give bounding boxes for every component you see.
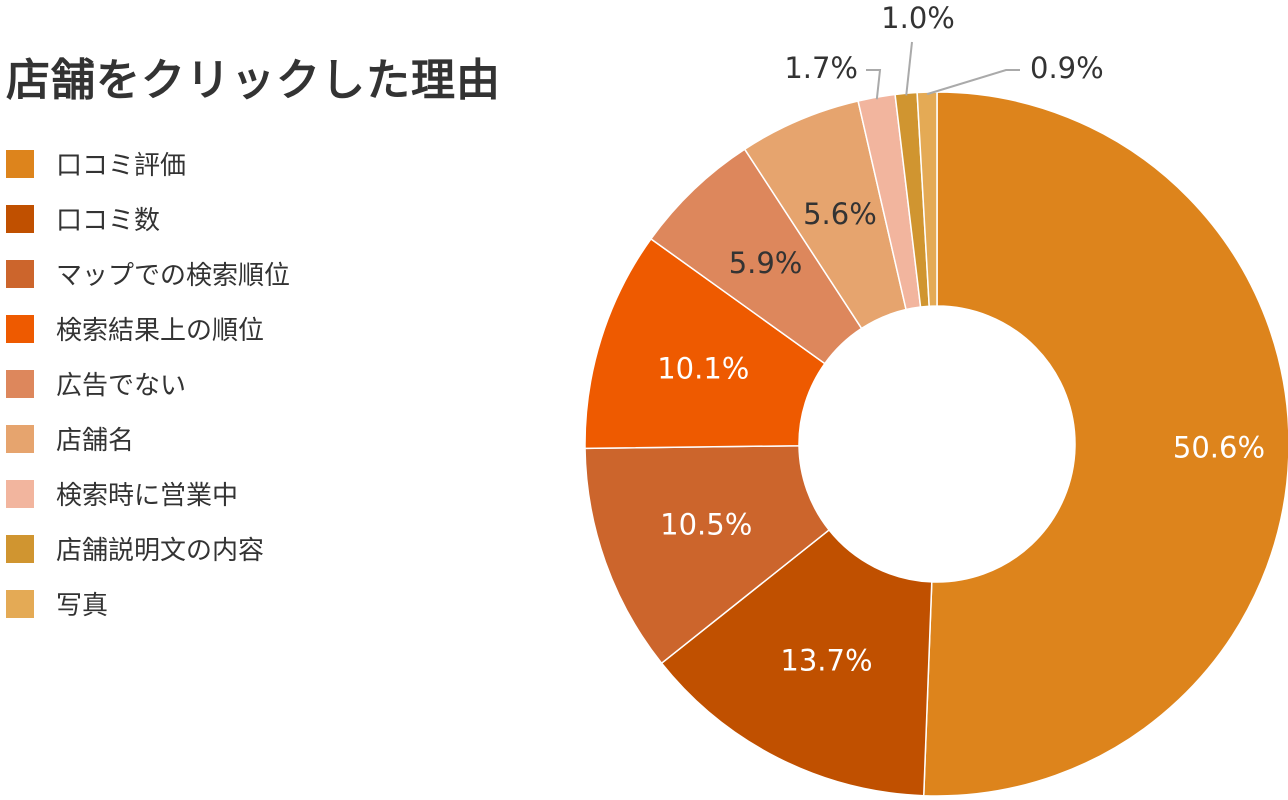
- slice-value-label: 50.6%: [1173, 430, 1265, 464]
- pie-slice: [916, 91, 938, 308]
- legend-label: 店舗説明文の内容: [56, 536, 265, 566]
- legend-item: 検索時に営業中: [6, 466, 290, 521]
- slice-value-label: 13.7%: [780, 644, 872, 678]
- leader-line: [866, 69, 882, 100]
- legend-swatch: [6, 479, 34, 508]
- slice-value-label: 5.9%: [729, 246, 803, 280]
- legend-label: 検索時に営業中: [56, 481, 239, 511]
- slice-value-label: 1.0%: [881, 1, 955, 35]
- slice-value-label: 5.6%: [803, 197, 877, 231]
- legend-label: 口コミ数: [56, 206, 161, 236]
- legend-item: 口コミ評価: [6, 136, 290, 191]
- legend-item: 検索結果上の順位: [6, 301, 290, 356]
- legend-item: 広告でない: [6, 356, 290, 411]
- slice-value-label: 10.5%: [660, 507, 752, 541]
- legend-label: 広告でない: [56, 371, 187, 401]
- pie-slice: [922, 91, 1288, 797]
- legend-item: 写真: [6, 576, 290, 631]
- pie-slice: [584, 444, 831, 665]
- legend-item: 口コミ数: [6, 191, 290, 246]
- leader-line: [905, 41, 913, 96]
- legend-item: マップでの検索順位: [6, 246, 290, 301]
- legend-label: マップでの検索順位: [56, 261, 291, 291]
- legend-label: 店舗名: [56, 426, 135, 456]
- legend-label: 口コミ評価: [56, 151, 187, 181]
- legend-label: 写真: [56, 591, 109, 621]
- legend-swatch: [6, 424, 34, 453]
- legend-swatch: [6, 369, 34, 398]
- legend-swatch: [6, 204, 34, 233]
- legend-swatch: [6, 314, 34, 343]
- legend-swatch: [6, 589, 34, 618]
- legend: 口コミ評価口コミ数マップでの検索順位 検索結果上の順位 広告でない店舗名検索時に営業…: [6, 136, 290, 631]
- slice-value-label: 1.7%: [784, 51, 858, 85]
- slice-value-label: 10.1%: [657, 351, 749, 385]
- legend-item: 店舗説明文の内容: [6, 521, 290, 576]
- legend-item: 店舗名: [6, 411, 290, 466]
- legend-swatch: [6, 534, 34, 563]
- legend-swatch: [6, 259, 34, 288]
- pie-slice: [584, 237, 826, 450]
- chart-title: 店舗をクリックした理由: [6, 55, 501, 106]
- slice-value-label: 0.9%: [1030, 51, 1104, 85]
- leader-line: [926, 69, 1020, 96]
- legend-swatch: [6, 149, 34, 178]
- legend-label: 検索結果上の順位: [56, 316, 265, 346]
- pie-slice: [660, 528, 933, 797]
